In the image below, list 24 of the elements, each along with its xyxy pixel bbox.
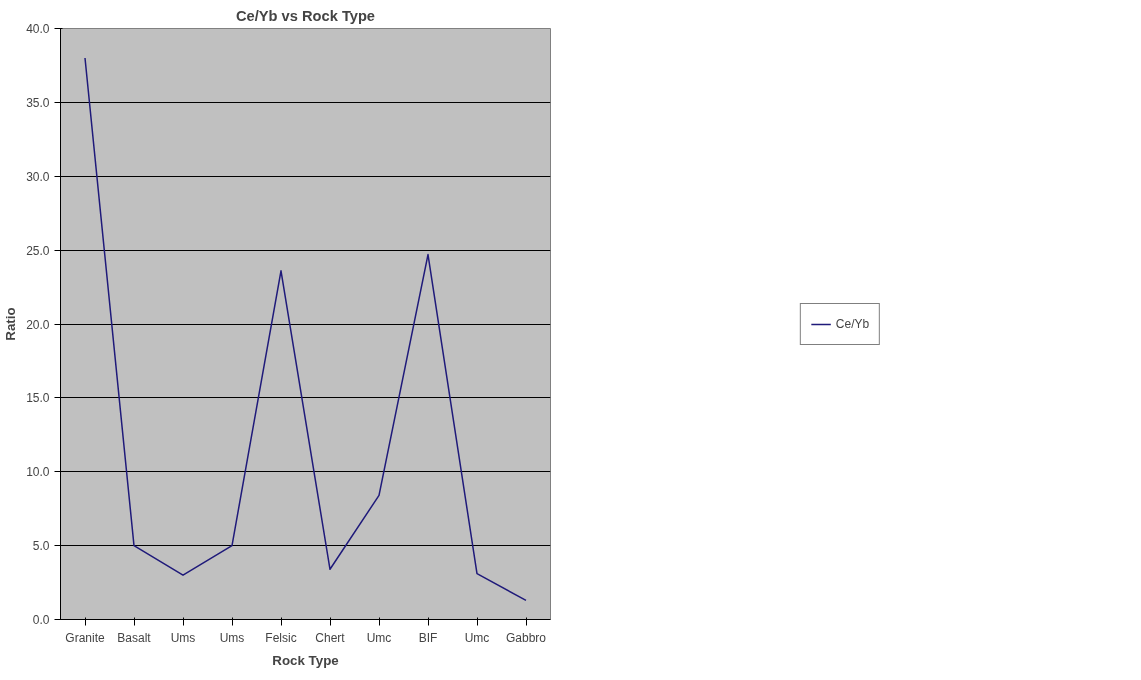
y-tick-label: 35.0 xyxy=(26,95,50,110)
y-tick-label: 5.0 xyxy=(32,539,50,554)
y-axis-title: Ratio xyxy=(3,307,19,341)
x-tick-label: Umc xyxy=(464,630,490,645)
chart-title: Ce/Yb vs Rock Type xyxy=(235,7,376,24)
x-axis-title: Rock Type xyxy=(272,652,339,668)
legend-label: Ce/Yb xyxy=(835,316,870,331)
y-tick-label: 0.0 xyxy=(32,613,50,627)
y-tick-label: 40.0 xyxy=(26,22,50,36)
y-tick-label: 30.0 xyxy=(26,169,50,184)
x-tick-label: Basalt xyxy=(117,630,152,645)
y-tick-label: 25.0 xyxy=(26,243,50,258)
y-tick-label: 10.0 xyxy=(26,465,50,480)
x-tick-label: Gabbro xyxy=(505,630,547,645)
y-tick-label: 20.0 xyxy=(26,317,50,332)
x-tick-label: BIF xyxy=(418,630,438,645)
x-tick-label: Felsic xyxy=(265,630,297,645)
x-tick-label: Chert xyxy=(315,630,346,645)
x-tick-label: Granite xyxy=(65,630,105,645)
x-tick-label: Umc xyxy=(366,630,392,645)
x-tick-label: Ums xyxy=(219,630,245,645)
line-series xyxy=(84,57,527,602)
x-tick-label: Ums xyxy=(170,630,196,645)
y-tick-label: 15.0 xyxy=(26,391,50,406)
